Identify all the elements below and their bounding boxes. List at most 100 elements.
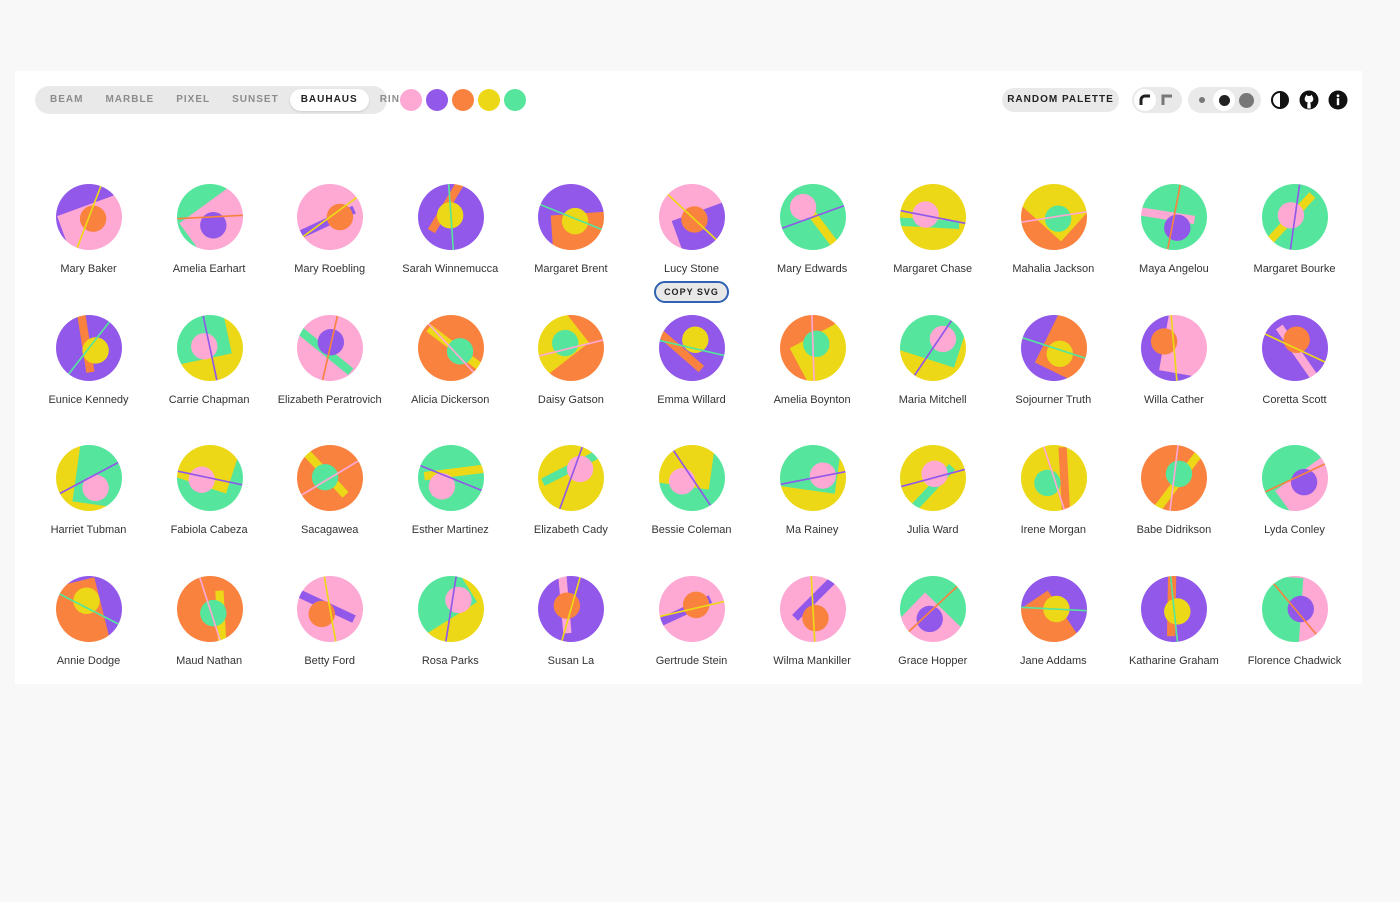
- avatar[interactable]: [1262, 314, 1328, 381]
- avatar-name: Willa Cather: [1143, 393, 1204, 406]
- avatar-name: Gertrude Stein: [655, 654, 728, 667]
- avatar[interactable]: [538, 575, 605, 642]
- avatar[interactable]: [900, 445, 967, 511]
- square-corner-icon[interactable]: [1156, 89, 1178, 111]
- avatar-name: Katharine Graham: [1128, 654, 1219, 667]
- avatar[interactable]: [56, 314, 122, 381]
- contrast-icon[interactable]: [1269, 89, 1291, 111]
- avatar[interactable]: [1141, 314, 1208, 381]
- avatar-card: Margaret Bourke: [1234, 184, 1355, 312]
- avatar[interactable]: [900, 314, 967, 381]
- avatar[interactable]: [297, 314, 364, 381]
- avatar[interactable]: [779, 575, 846, 642]
- avatar[interactable]: [538, 184, 605, 250]
- avatar[interactable]: [297, 184, 364, 250]
- avatar[interactable]: [417, 184, 484, 250]
- avatar[interactable]: [1262, 575, 1328, 642]
- avatar-card: Eunice Kennedy: [28, 314, 149, 443]
- random-palette-button[interactable]: RANDOM PALETTE: [1002, 88, 1119, 112]
- avatar-name: Irene Morgan: [1020, 524, 1087, 536]
- avatar-name: Rosa Parks: [421, 654, 479, 667]
- avatar[interactable]: [538, 445, 605, 511]
- avatar-card: Maud Nathan: [149, 575, 270, 704]
- avatar-panel: BEAM MARBLE PIXEL SUNSET BAUHAUS RING RANDOM …: [15, 71, 1362, 684]
- avatar[interactable]: [659, 445, 725, 511]
- avatar-name: Lyda Conley: [1264, 524, 1325, 536]
- avatar-name: Maria Mitchell: [898, 393, 967, 406]
- avatar[interactable]: [1020, 314, 1087, 381]
- avatar-card: Sarah Winnemucca: [390, 184, 511, 312]
- avatar-card: Wilma Mankiller: [752, 575, 873, 704]
- avatar[interactable]: [1020, 575, 1087, 642]
- avatar-name: Carrie Chapman: [168, 393, 250, 406]
- tab-sunset[interactable]: SUNSET: [232, 94, 279, 105]
- avatar-card: Maya Angelou: [1113, 184, 1234, 312]
- avatar-name: Maud Nathan: [176, 654, 243, 667]
- avatar-name: Julia Ward: [906, 524, 959, 536]
- avatar[interactable]: [1141, 575, 1208, 642]
- palette-swatch-2[interactable]: [426, 89, 448, 111]
- avatar-card: Emma Willard: [631, 314, 752, 443]
- palette-swatch-3[interactable]: [452, 89, 474, 111]
- avatar-card: Betty Ford: [269, 575, 390, 704]
- avatar-card: Gertrude Stein: [631, 575, 752, 704]
- avatar[interactable]: [56, 184, 122, 250]
- avatar-card: Florence Chadwick: [1234, 575, 1355, 704]
- avatar[interactable]: [779, 184, 846, 250]
- avatar[interactable]: [779, 314, 846, 381]
- avatar[interactable]: [1262, 184, 1328, 250]
- tab-pixel[interactable]: PIXEL: [176, 94, 211, 105]
- avatar-card: Elizabeth Cady: [510, 445, 631, 573]
- avatar[interactable]: [1141, 445, 1208, 511]
- avatar-name: Babe Didrikson: [1136, 524, 1212, 536]
- avatar[interactable]: [56, 445, 122, 511]
- avatar-card: Grace Hopper: [872, 575, 993, 704]
- tab-beam[interactable]: BEAM: [50, 94, 84, 105]
- avatar[interactable]: [176, 575, 243, 642]
- avatar[interactable]: [1020, 184, 1087, 250]
- tab-marble[interactable]: MARBLE: [105, 94, 155, 105]
- medium-dot-icon[interactable]: [1213, 89, 1236, 111]
- avatar-name: Margaret Bourke: [1253, 263, 1336, 275]
- avatar[interactable]: [659, 184, 725, 250]
- avatar[interactable]: [176, 445, 243, 511]
- avatar-card: Sacagawea: [269, 445, 390, 573]
- avatar[interactable]: [779, 445, 846, 511]
- avatar[interactable]: [1020, 445, 1087, 511]
- large-dot-icon[interactable]: [1236, 89, 1258, 111]
- avatar-card: Lyda Conley: [1234, 445, 1355, 573]
- avatar-name: Betty Ford: [304, 654, 356, 667]
- avatar[interactable]: [176, 314, 243, 381]
- avatar[interactable]: [417, 314, 484, 381]
- avatar[interactable]: [417, 445, 484, 511]
- avatar-name: Sarah Winnemucca: [402, 263, 499, 275]
- palette-swatch-4[interactable]: [478, 89, 500, 111]
- avatar[interactable]: [56, 575, 122, 642]
- avatar-card: Elizabeth Peratrovich: [269, 314, 390, 443]
- avatar[interactable]: [1141, 184, 1208, 250]
- avatar[interactable]: [900, 184, 967, 250]
- avatar[interactable]: [297, 575, 364, 642]
- small-dot-icon[interactable]: [1191, 89, 1213, 111]
- avatar[interactable]: [297, 445, 364, 511]
- avatar-name: Susan La: [547, 654, 595, 667]
- avatar-card: Daisy Gatson: [510, 314, 631, 443]
- avatar[interactable]: [659, 314, 725, 381]
- palette-swatch-5[interactable]: [504, 89, 526, 111]
- round-corner-icon[interactable]: [1134, 89, 1156, 111]
- avatar[interactable]: [900, 575, 967, 642]
- tab-ring[interactable]: RING: [379, 94, 409, 105]
- info-icon[interactable]: [1327, 89, 1349, 111]
- avatar[interactable]: [538, 314, 605, 381]
- avatar-name: Mary Edwards: [776, 263, 848, 275]
- avatar-name: Maya Angelou: [1139, 263, 1209, 275]
- tab-bauhaus[interactable]: BAUHAUS: [289, 89, 369, 111]
- avatar[interactable]: [176, 184, 243, 250]
- avatar-name: Esther Martinez: [411, 524, 489, 536]
- github-icon[interactable]: [1298, 89, 1320, 111]
- avatar[interactable]: [417, 575, 484, 642]
- avatar[interactable]: [1262, 445, 1328, 511]
- avatar[interactable]: [659, 575, 725, 642]
- palette-swatch-1[interactable]: [400, 89, 422, 111]
- copy-svg-button[interactable]: COPY SVG: [654, 281, 729, 303]
